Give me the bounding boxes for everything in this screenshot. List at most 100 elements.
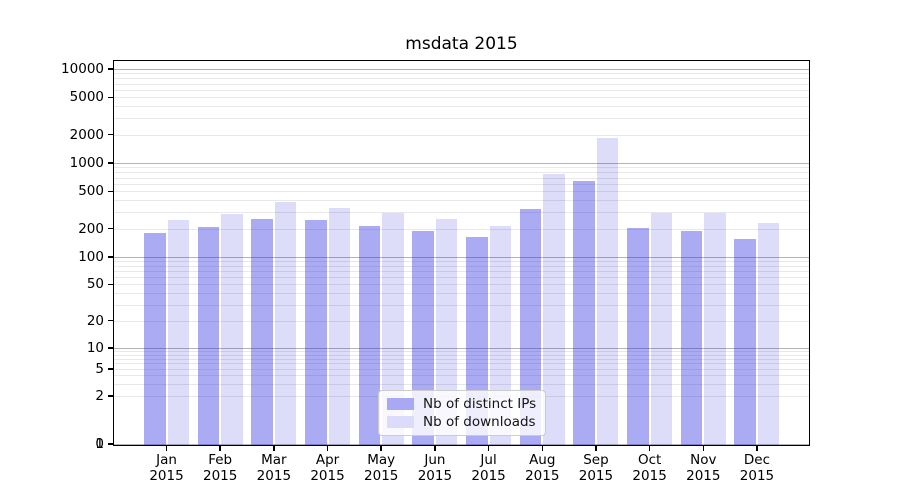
y-tick-mark <box>108 133 113 136</box>
x-tick-label: Oct 2015 <box>622 452 678 484</box>
minor-gridline <box>114 200 809 202</box>
major-gridline <box>114 69 809 70</box>
x-tick-label: Nov 2015 <box>675 452 731 484</box>
chart-title: msdata 2015 <box>405 34 518 54</box>
x-tick-year: 2015 <box>578 468 614 484</box>
major-gridline <box>114 257 809 258</box>
minor-gridline <box>114 212 809 214</box>
y-tick-label: 0 <box>95 436 104 452</box>
minor-gridline <box>114 265 809 267</box>
x-tick-mark <box>648 446 651 451</box>
y-tick-label: 5000 <box>69 89 104 106</box>
bar-downloads <box>382 212 404 445</box>
y-tick-mark <box>108 96 113 99</box>
x-tick-mark <box>165 446 168 451</box>
x-tick-month: Dec <box>743 452 771 468</box>
bar-downloads <box>650 213 673 445</box>
bar-downloads <box>274 202 297 445</box>
y-tick-label: 5 <box>95 360 104 377</box>
y-tick-label: 1 <box>95 436 104 452</box>
minor-gridline <box>114 304 809 306</box>
y-tick-label: 20 <box>86 312 104 329</box>
bar-downloads <box>704 213 726 445</box>
bar-downloads <box>757 223 780 445</box>
y-tick-mark <box>108 368 113 370</box>
x-tick-year: 2015 <box>310 468 345 484</box>
legend-swatch-downloads <box>387 416 414 428</box>
x-tick-month: Mar <box>261 452 287 468</box>
minor-gridline <box>114 271 809 273</box>
minor-gridline <box>114 167 809 169</box>
bar-downloads <box>596 138 619 445</box>
x-tick-label: Jun 2015 <box>407 452 463 484</box>
minor-gridline <box>114 368 809 370</box>
x-tick-label: Aug 2015 <box>514 452 570 484</box>
x-tick-year: 2015 <box>471 468 506 484</box>
y-tick-mark <box>108 227 113 230</box>
y-tick-label: 500 <box>78 183 104 200</box>
y-tick-mark <box>108 256 113 258</box>
x-tick-label: Feb 2015 <box>192 452 248 484</box>
x-tick-mark <box>756 446 758 451</box>
y-tick-mark <box>108 190 113 193</box>
x-tick-mark <box>326 446 329 451</box>
minor-gridline <box>114 320 809 322</box>
x-tick-month: Jul <box>480 452 497 468</box>
x-tick-label: Mar 2015 <box>246 452 302 484</box>
bar-distinct-ips <box>734 239 756 445</box>
bar-downloads <box>435 219 458 445</box>
minor-gridline <box>114 277 809 279</box>
bar-distinct-ips <box>358 225 381 445</box>
x-tick-year: 2015 <box>525 468 560 484</box>
y-tick-label: 10 <box>86 340 104 356</box>
bar-distinct-ips <box>305 219 327 445</box>
x-tick-label: Dec 2015 <box>729 452 785 484</box>
minor-gridline <box>114 78 809 80</box>
x-tick-label: Jan 2015 <box>139 452 195 484</box>
x-tick-month: Apr <box>315 452 340 468</box>
minor-gridline <box>114 172 809 174</box>
x-tick-label: Apr 2015 <box>300 452 356 484</box>
y-tick-mark <box>108 319 113 322</box>
y-tick-label: 100 <box>78 249 104 265</box>
minor-gridline <box>114 73 809 75</box>
minor-gridline <box>114 106 809 108</box>
x-tick-mark <box>380 446 382 451</box>
minor-gridline <box>114 375 809 377</box>
bar-distinct-ips <box>251 218 273 445</box>
minor-gridline <box>114 284 809 286</box>
y-tick-mark <box>108 395 113 397</box>
bar-distinct-ips <box>519 208 542 445</box>
bar-downloads <box>221 213 243 445</box>
minor-gridline <box>114 228 809 230</box>
y-tick-label: 2000 <box>69 126 104 143</box>
minor-gridline <box>114 384 809 386</box>
minor-gridline <box>114 177 809 179</box>
x-tick-month: Oct <box>637 452 662 468</box>
x-tick-mark <box>219 446 221 451</box>
x-tick-label: May 2015 <box>353 452 409 484</box>
major-gridline <box>114 163 809 164</box>
x-tick-mark <box>541 446 543 451</box>
x-tick-year: 2015 <box>686 468 721 484</box>
x-tick-year: 2015 <box>202 468 238 484</box>
y-tick-mark <box>108 162 113 164</box>
minor-gridline <box>114 183 809 185</box>
x-tick-year: 2015 <box>364 468 399 484</box>
bar-downloads <box>543 173 565 445</box>
y-tick-mark <box>108 347 113 349</box>
minor-gridline <box>114 261 809 263</box>
y-tick-label: 10000 <box>61 61 104 77</box>
bar-downloads <box>328 208 351 445</box>
y-tick-label: 200 <box>78 220 104 237</box>
x-tick-month: Jun <box>424 452 446 468</box>
legend-swatch-distinct-ips <box>387 398 414 410</box>
minor-gridline <box>114 134 809 136</box>
y-tick-mark <box>108 68 113 70</box>
x-tick-year: 2015 <box>149 468 184 484</box>
legend: Nb of distinct IPs Nb of downloads <box>378 390 546 436</box>
minor-gridline <box>114 351 809 353</box>
major-gridline <box>114 348 809 349</box>
bar-distinct-ips <box>573 181 595 445</box>
x-tick-mark <box>595 446 597 451</box>
